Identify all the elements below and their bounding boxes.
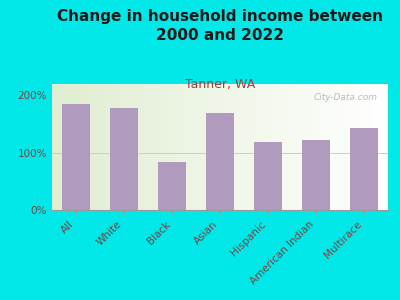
Bar <box>110 108 138 210</box>
Bar <box>158 163 186 210</box>
Bar <box>350 128 378 210</box>
Text: Change in household income between
2000 and 2022: Change in household income between 2000 … <box>57 9 383 43</box>
Bar <box>254 142 282 210</box>
Text: City-Data.com: City-Data.com <box>314 93 378 102</box>
Text: Tanner, WA: Tanner, WA <box>185 78 255 91</box>
Bar <box>62 104 90 210</box>
Bar <box>302 140 330 210</box>
Bar <box>206 112 234 210</box>
